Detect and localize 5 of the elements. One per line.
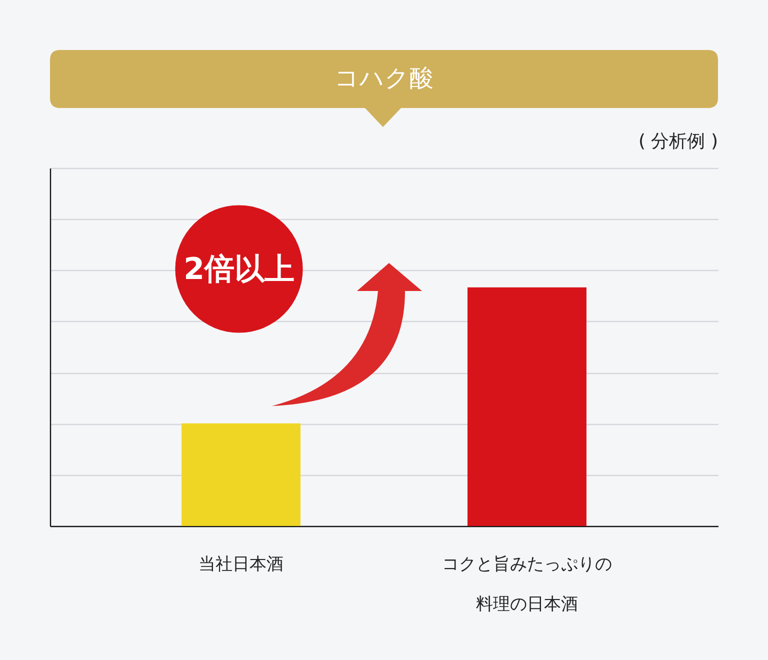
x-tick-label: コクと旨みたっぷりの料理の日本酒 [442, 554, 612, 614]
text: 2倍以上 [184, 252, 294, 287]
text: ( 分析例 ) [638, 131, 718, 152]
chart-title: コハク酸 [334, 64, 434, 92]
x-tick-label: 当社日本酒 [198, 554, 284, 574]
